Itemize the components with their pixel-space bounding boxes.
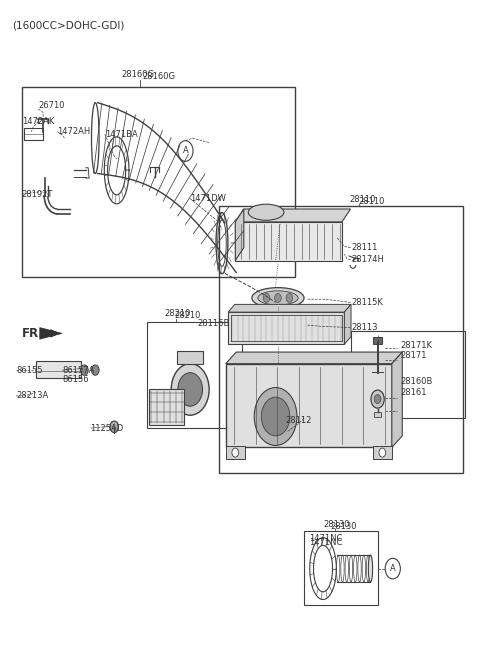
Text: 28210: 28210 xyxy=(164,309,191,318)
Circle shape xyxy=(263,293,270,302)
Circle shape xyxy=(232,448,239,457)
Polygon shape xyxy=(235,209,350,222)
Circle shape xyxy=(254,387,297,445)
Text: 1472AK: 1472AK xyxy=(22,117,54,126)
Bar xyxy=(219,206,463,473)
Bar xyxy=(374,412,382,417)
Polygon shape xyxy=(228,312,344,344)
Bar xyxy=(24,129,43,140)
Circle shape xyxy=(92,365,99,375)
Text: 86157A: 86157A xyxy=(62,365,95,374)
Text: 28213A: 28213A xyxy=(16,391,48,400)
Text: 1125AD: 1125AD xyxy=(91,424,124,433)
Polygon shape xyxy=(226,352,402,363)
Text: 28210: 28210 xyxy=(175,311,201,320)
Text: 28115K: 28115K xyxy=(351,298,384,307)
Ellipse shape xyxy=(368,555,372,582)
Text: 28160B: 28160B xyxy=(400,377,433,386)
Circle shape xyxy=(178,372,203,406)
Circle shape xyxy=(275,293,281,302)
Text: 28192T: 28192T xyxy=(22,190,53,199)
Text: 1471NC: 1471NC xyxy=(309,534,342,543)
Text: 28110: 28110 xyxy=(359,197,385,206)
Text: 86155: 86155 xyxy=(16,365,43,374)
Bar xyxy=(226,446,245,459)
Polygon shape xyxy=(228,304,351,312)
Bar xyxy=(351,332,466,419)
Text: 28171K: 28171K xyxy=(400,341,432,350)
Text: 1471BA: 1471BA xyxy=(105,130,138,138)
Bar xyxy=(178,351,203,363)
Circle shape xyxy=(171,363,209,415)
Text: 1471DW: 1471DW xyxy=(190,194,226,203)
Text: 28171: 28171 xyxy=(400,352,427,361)
Polygon shape xyxy=(235,209,244,261)
Text: 86156: 86156 xyxy=(62,375,89,384)
Text: 1471NC: 1471NC xyxy=(309,538,342,547)
Polygon shape xyxy=(40,328,62,339)
Ellipse shape xyxy=(258,291,298,305)
Text: 28130: 28130 xyxy=(323,519,349,528)
Ellipse shape xyxy=(252,287,304,308)
Bar xyxy=(36,361,81,378)
Bar xyxy=(304,531,378,605)
Text: A: A xyxy=(390,564,396,573)
Ellipse shape xyxy=(248,204,284,220)
Text: 28161: 28161 xyxy=(400,388,427,397)
Text: 26710: 26710 xyxy=(38,101,65,111)
Polygon shape xyxy=(226,363,392,447)
Polygon shape xyxy=(392,352,402,447)
Text: 28116B: 28116B xyxy=(197,319,229,328)
Polygon shape xyxy=(344,304,351,345)
Text: (1600CC>DOHC-GDI): (1600CC>DOHC-GDI) xyxy=(12,20,125,31)
Text: A: A xyxy=(182,146,188,155)
Circle shape xyxy=(374,395,381,404)
Bar xyxy=(22,86,295,277)
Text: FR.: FR. xyxy=(22,327,44,340)
Text: 28112: 28112 xyxy=(285,416,312,425)
Bar xyxy=(149,389,184,425)
Circle shape xyxy=(379,448,385,457)
Circle shape xyxy=(371,390,384,408)
Text: 28110: 28110 xyxy=(349,195,375,204)
Bar xyxy=(373,446,392,459)
Bar xyxy=(373,337,382,344)
Circle shape xyxy=(81,365,88,375)
Bar xyxy=(147,322,242,428)
Text: 28113: 28113 xyxy=(351,323,378,332)
Text: 28160G: 28160G xyxy=(121,70,155,79)
Polygon shape xyxy=(235,222,342,261)
Text: 28160G: 28160G xyxy=(143,72,176,81)
Text: 1472AH: 1472AH xyxy=(57,127,91,136)
Text: 28111: 28111 xyxy=(351,243,378,252)
Text: 28174H: 28174H xyxy=(351,255,384,265)
Circle shape xyxy=(261,397,290,436)
Circle shape xyxy=(110,421,119,433)
Circle shape xyxy=(286,293,293,302)
Text: 28130: 28130 xyxy=(330,521,357,530)
